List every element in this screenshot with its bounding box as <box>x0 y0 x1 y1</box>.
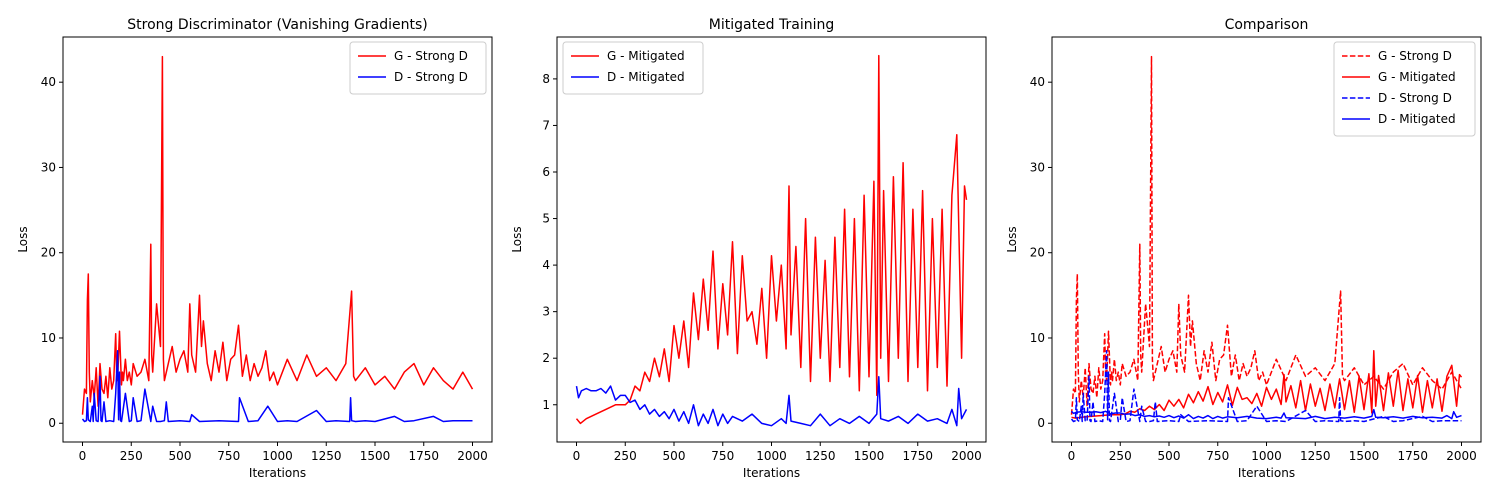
x-tick-label: 1750 <box>1397 449 1428 463</box>
legend: G - Mitigated D - Mitigated <box>562 41 704 95</box>
y-tick-label: 6 <box>542 165 550 179</box>
x-tick-label: 250 <box>614 449 637 463</box>
series-line-g-mitigated <box>1071 350 1463 419</box>
x-tick-label: 500 <box>1158 449 1181 463</box>
series-line-d-strong-d <box>81 350 473 423</box>
x-tick-label: 0 <box>79 449 87 463</box>
y-tick-label: 5 <box>542 212 550 226</box>
y-tick-label: 3 <box>542 305 550 319</box>
legend-frame <box>1333 41 1476 137</box>
x-tick-label: 1250 <box>1300 449 1331 463</box>
x-tick-label: 750 <box>711 449 734 463</box>
x-tick-label: 250 <box>120 449 143 463</box>
x-tick-label: 1750 <box>408 449 439 463</box>
y-tick-label: 0 <box>48 416 56 430</box>
y-axis-label: Loss <box>1005 226 1019 252</box>
x-tick-label: 0 <box>1068 449 1076 463</box>
y-tick-label: 20 <box>41 246 56 260</box>
series-group <box>81 55 474 423</box>
x-tick-label: 500 <box>663 449 686 463</box>
series-line-d-strong-d <box>1070 350 1462 423</box>
x-tick-label: 750 <box>1206 449 1229 463</box>
y-tick-label: 2 <box>542 351 550 365</box>
legend: G - Strong D G - Mitigated D - Strong D D -… <box>1333 41 1476 137</box>
y-tick-label: 10 <box>1030 331 1045 345</box>
x-tick-label: 750 <box>217 449 240 463</box>
y-tick-label: 40 <box>1030 75 1045 89</box>
chart-title: Strong Discriminator (Vanishing Gradient… <box>127 17 427 33</box>
series-line-g-mitigated <box>575 54 968 425</box>
x-tick-label: 1500 <box>1349 449 1380 463</box>
series-line-d-mitigated <box>575 376 968 427</box>
chart-panel-3: 0 250 500 750 1000 1250 1500 1750 2000 0 10 20 30 40 C… <box>1005 17 1482 480</box>
legend-label-g-strong-d: G - Strong D <box>1378 49 1452 63</box>
x-tick-label: 1500 <box>360 449 391 463</box>
x-tick-label: 1000 <box>262 449 293 463</box>
y-tick-label: 30 <box>41 160 56 174</box>
x-tick-label: 2000 <box>951 449 982 463</box>
legend-label-g-strong-d: G - Strong D <box>394 49 468 63</box>
x-tick-label: 0 <box>573 449 581 463</box>
y-tick-label: 40 <box>41 75 56 89</box>
x-tick-label: 1750 <box>902 449 933 463</box>
chart-title: Mitigated Training <box>709 17 835 33</box>
x-tick-label: 1250 <box>805 449 836 463</box>
series-line-d-mitigated <box>1070 408 1462 420</box>
legend: G - Strong D D - Strong D <box>349 41 487 95</box>
series-group <box>575 54 968 427</box>
y-tick-label: 8 <box>542 72 550 86</box>
x-tick-label: 500 <box>169 449 192 463</box>
x-tick-label: 1000 <box>756 449 787 463</box>
x-axis-label: Iterations <box>743 466 800 480</box>
legend-frame <box>562 41 704 95</box>
series-group <box>1070 55 1463 423</box>
x-axis-label: Iterations <box>249 466 306 480</box>
x-tick-label: 1250 <box>311 449 342 463</box>
y-axis-label: Loss <box>16 226 30 252</box>
legend-label-d-mitigated: D - Mitigated <box>1378 112 1456 126</box>
y-tick-label: 4 <box>542 258 550 272</box>
legend-label-d-strong-d: D - Strong D <box>394 70 468 84</box>
x-tick-label: 1000 <box>1251 449 1282 463</box>
chart-title: Comparison <box>1225 17 1309 33</box>
legend-label-d-strong-d: D - Strong D <box>1378 91 1452 105</box>
x-tick-label: 2000 <box>1446 449 1477 463</box>
legend-frame <box>349 41 487 95</box>
x-tick-label: 250 <box>1109 449 1132 463</box>
legend-label-g-mitigated: G - Mitigated <box>1378 70 1456 84</box>
chart-panel-2: 0 250 500 750 1000 1250 1500 1750 2000 1 2 3 4 5 6 7 8 Mi… <box>510 17 987 480</box>
x-tick-label: 2000 <box>457 449 488 463</box>
chart-panel-1: 0 250 500 750 1000 1250 1500 1750 2000 0 10 20 30 40 S… <box>16 17 493 480</box>
legend-label-g-mitigated: G - Mitigated <box>607 49 685 63</box>
y-tick-label: 7 <box>542 118 550 132</box>
y-tick-label: 30 <box>1030 160 1045 174</box>
x-tick-label: 1500 <box>854 449 885 463</box>
series-line-g-strong-d <box>81 55 474 415</box>
y-tick-label: 10 <box>41 331 56 345</box>
legend-label-d-mitigated: D - Mitigated <box>607 70 685 84</box>
y-tick-label: 1 <box>542 398 550 412</box>
y-axis-label: Loss <box>510 226 524 252</box>
y-tick-label: 20 <box>1030 246 1045 260</box>
y-tick-label: 0 <box>1037 416 1045 430</box>
x-axis-label: Iterations <box>1238 466 1295 480</box>
